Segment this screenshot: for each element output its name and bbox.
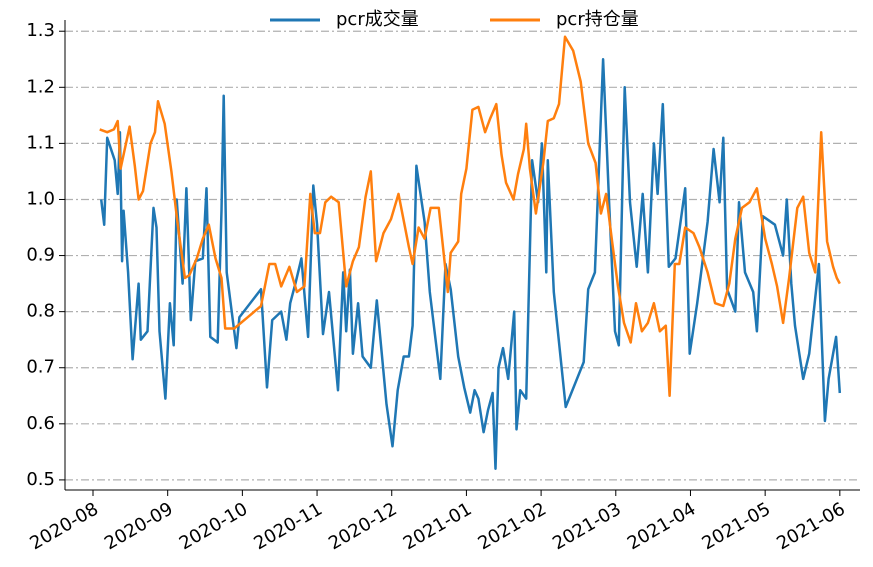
y-tick-label: 1.1 — [26, 132, 55, 153]
y-tick-label: 0.9 — [26, 245, 55, 266]
series-line — [99, 58, 842, 470]
y-tick-label: 0.6 — [26, 413, 55, 434]
x-tick-label: 2020-08 — [26, 498, 102, 554]
y-tick-label: 1.3 — [26, 20, 55, 41]
x-tick-label: 2020-10 — [176, 498, 252, 554]
y-tick-label: 0.7 — [26, 357, 55, 378]
x-tick-label: 2020-11 — [250, 498, 326, 554]
x-tick-label: 2020-12 — [325, 498, 401, 554]
x-tick-label: 2021-04 — [624, 498, 700, 554]
x-tick-label: 2021-05 — [699, 498, 775, 554]
y-tick-label: 1.0 — [26, 188, 55, 209]
x-tick-label: 2021-06 — [773, 498, 849, 554]
x-tick-label: 2020-09 — [101, 498, 177, 554]
x-tick-label: 2021-03 — [549, 498, 625, 554]
series-line — [99, 35, 841, 398]
legend-label: pcr成交量 — [336, 9, 419, 30]
y-tick-label: 0.5 — [26, 469, 55, 490]
x-tick-label: 2021-01 — [400, 498, 476, 554]
y-tick-label: 0.8 — [26, 301, 55, 322]
y-tick-label: 1.2 — [26, 76, 55, 97]
x-tick-label: 2021-02 — [474, 498, 550, 554]
legend-label: pcr持仓量 — [556, 9, 639, 30]
